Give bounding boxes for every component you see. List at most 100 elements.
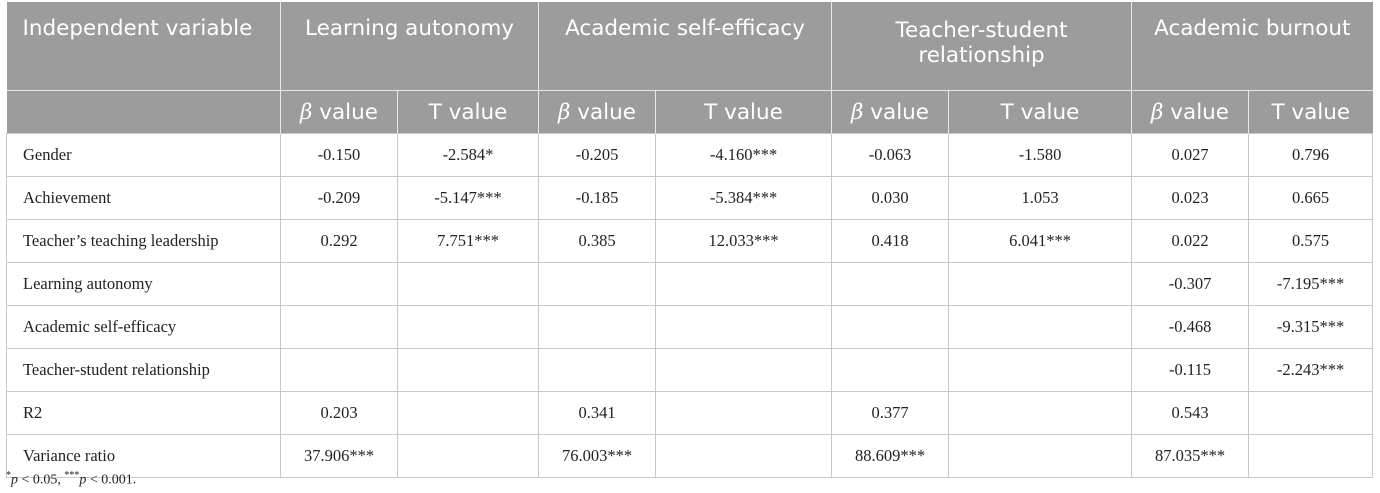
t-cell [655,305,833,349]
t-cell [1248,391,1374,435]
footnote-triple-star: *** [64,470,80,481]
regression-table-container: Independent variable Learning autonomy A… [6,2,1374,478]
table-row: Gender -0.150 -2.584* -0.205 -4.160*** -0.063… [6,133,1374,177]
header-row-stats: β value T value β value T value β value … [6,90,1373,134]
row-label: Teacher’s teaching leadership [6,219,281,263]
beta-cell: 0.027 [1131,133,1250,177]
beta-cell: -0.307 [1131,262,1250,306]
beta-cell [831,348,950,392]
beta-cell: 37.906*** [280,434,398,478]
beta-cell: 0.292 [280,219,398,263]
t-cell: -9.315*** [1248,305,1374,349]
t-cell [948,305,1133,349]
t-cell: 0.665 [1248,176,1374,220]
footnote-p-2: p [79,472,87,488]
header-t-value: T value [1248,90,1373,134]
table-row: Teacher’s teaching leadership 0.292 7.751*… [6,219,1374,263]
table-row: R2 0.203 0.341 0.377 0.543 [6,391,1374,435]
row-label: Gender [6,133,281,177]
beta-cell [280,348,398,392]
header-independent-variable: Independent variable [6,2,281,91]
t-cell [396,262,540,306]
t-cell [655,434,833,478]
header-t-value: T value [948,90,1132,134]
t-cell [396,434,540,478]
table-footnote: *p < 0.05, ***p < 0.001. [6,470,136,489]
table-body: Gender -0.150 -2.584* -0.205 -4.160*** -0.063… [6,133,1374,478]
table-row: Academic self-efficacy -0.468 -9.315*** [6,305,1374,349]
t-cell: 0.796 [1248,133,1374,177]
row-label: Variance ratio [6,434,281,478]
beta-cell: -0.205 [538,133,657,177]
beta-cell: 0.022 [1131,219,1250,263]
t-cell: 0.575 [1248,219,1374,263]
t-cell [948,391,1133,435]
t-cell [396,348,540,392]
beta-cell: -0.063 [831,133,950,177]
beta-suffix: value [863,99,930,125]
t-cell [1248,434,1374,478]
row-label: Learning autonomy [6,262,281,306]
header-group-learning-autonomy: Learning autonomy [279,2,539,91]
t-cell [655,348,833,392]
beta-cell: -0.150 [280,133,398,177]
beta-cell [280,262,398,306]
header-group-teacher-student-relationship: Teacher-student relationship [831,2,1132,91]
t-cell: -4.160*** [655,133,833,177]
t-cell: -5.147*** [396,176,540,220]
t-cell: 1.053 [948,176,1133,220]
footnote-threshold-1: < 0.05, [18,472,65,488]
beta-cell: 76.003*** [538,434,657,478]
beta-cell: 0.385 [538,219,657,263]
beta-cell: -0.468 [1131,305,1250,349]
table-row: Learning autonomy -0.307 -7.195*** [6,262,1374,306]
beta-cell: 88.609*** [831,434,950,478]
t-cell: -7.195*** [1248,262,1374,306]
t-cell: -1.580 [948,133,1133,177]
beta-cell: 0.203 [280,391,398,435]
t-cell: 6.041*** [948,219,1133,263]
beta-cell [538,262,657,306]
beta-cell: 0.341 [538,391,657,435]
beta-cell: 0.023 [1131,176,1250,220]
row-label: R2 [6,391,281,435]
header-beta-value: β value [831,90,949,134]
header-beta-value: β value [1131,90,1249,134]
beta-cell [538,348,657,392]
t-cell [396,305,540,349]
row-label: Academic self-efficacy [6,305,281,349]
header-t-value: T value [396,90,539,134]
t-cell: -5.384*** [655,176,833,220]
t-cell [655,391,833,435]
header-group-teacher-student-relationship-text: Teacher-student relationship [895,18,1068,68]
beta-suffix: value [1163,99,1230,125]
beta-suffix: value [312,99,378,125]
beta-cell [831,262,950,306]
beta-cell: 0.377 [831,391,950,435]
beta-suffix: value [570,99,637,125]
beta-cell [831,305,950,349]
header-blank [6,90,281,134]
beta-cell: 87.035*** [1131,434,1250,478]
beta-cell: -0.185 [538,176,657,220]
beta-symbol: β [1151,99,1164,125]
footnote-single-star: * [6,470,11,481]
t-cell [948,434,1133,478]
table-row: Teacher-student relationship -0.115 -2.243… [6,348,1374,392]
beta-cell: 0.543 [1131,391,1250,435]
row-label: Achievement [6,176,281,220]
footnote-p-1: p [11,472,18,488]
beta-symbol: β [558,99,571,125]
t-cell: -2.243*** [1248,348,1374,392]
beta-cell [280,305,398,349]
t-cell [396,391,540,435]
t-cell [948,262,1133,306]
beta-cell: -0.115 [1131,348,1250,392]
header-group-academic-burnout: Academic burnout [1131,2,1373,91]
beta-cell: 0.418 [831,219,950,263]
beta-cell: 0.030 [831,176,950,220]
beta-cell [538,305,657,349]
t-cell [655,262,833,306]
row-label: Teacher-student relationship [6,348,281,392]
header-beta-value: β value [280,90,398,134]
